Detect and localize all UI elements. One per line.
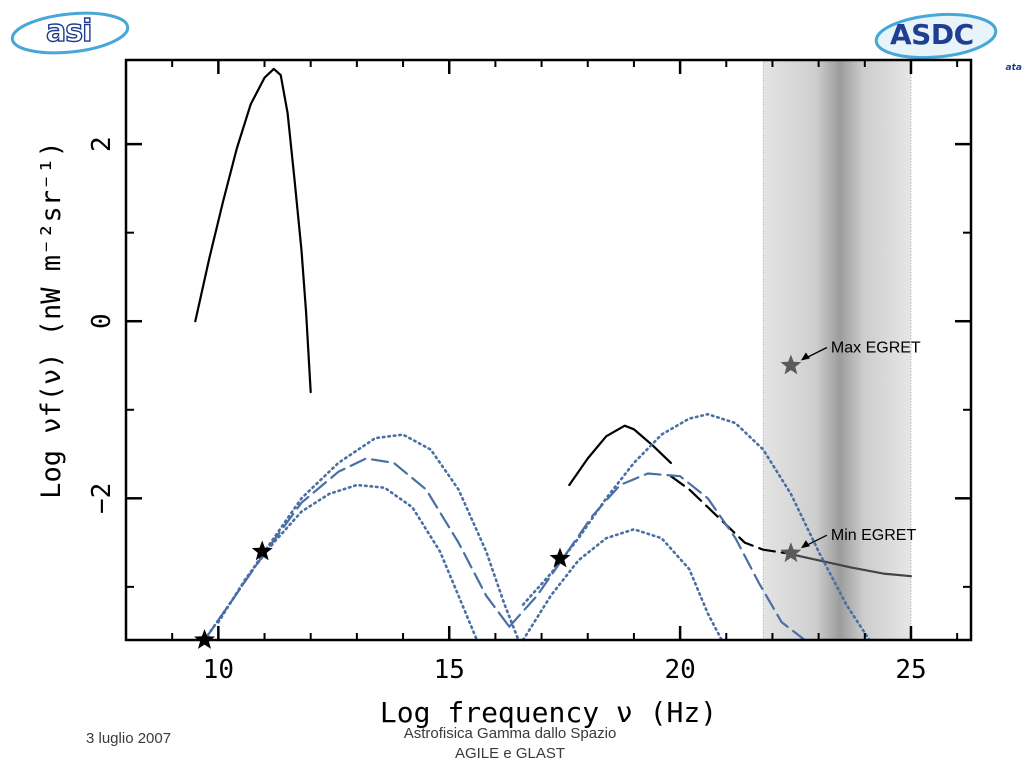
x-axis-label: Log frequency ν (Hz) bbox=[380, 696, 717, 729]
x-tick-label: 25 bbox=[895, 655, 926, 685]
footer-title-line-2: AGILE e GLAST bbox=[454, 745, 566, 762]
series-line-6 bbox=[217, 483, 479, 642]
series-line-8 bbox=[521, 412, 871, 642]
series-line-5 bbox=[203, 457, 511, 642]
x-tick-label: 15 bbox=[434, 655, 465, 685]
annotation-label-1: Min EGRET bbox=[831, 527, 917, 544]
x-tick-label: 10 bbox=[203, 655, 234, 685]
y-tick-label: −2 bbox=[87, 483, 117, 514]
star-marker-1 bbox=[251, 540, 273, 561]
series-line-4 bbox=[203, 433, 520, 642]
star-marker-2 bbox=[549, 547, 571, 568]
asdc-logo: ASDC bbox=[872, 4, 1000, 62]
star-marker-4 bbox=[780, 542, 802, 563]
series-line-9 bbox=[521, 527, 724, 642]
footer-title-line-1: Astrofisica Gamma dallo Spazio bbox=[403, 725, 617, 742]
y-axis-label: Log νf(ν) (nW m⁻²sr⁻¹) bbox=[36, 141, 67, 499]
series-line-1 bbox=[568, 424, 673, 487]
annotation-arrowhead-1 bbox=[800, 540, 810, 549]
star-marker-3 bbox=[780, 354, 802, 375]
footer-date: 3 luglio 2007 bbox=[86, 730, 172, 747]
x-tick-label: 20 bbox=[664, 655, 695, 685]
annotation-label-0: Max EGRET bbox=[831, 339, 921, 356]
asdc-logo-text: ASDC bbox=[890, 18, 974, 51]
annotation-arrowhead-0 bbox=[800, 352, 810, 361]
asdc-logo-subtext: ata bbox=[1005, 63, 1022, 73]
series-line-3 bbox=[785, 552, 913, 578]
asi-logo-text: asi bbox=[45, 13, 93, 49]
asi-logo: asi bbox=[8, 8, 133, 58]
y-tick-label: 2 bbox=[87, 136, 117, 152]
y-tick-label: 0 bbox=[87, 313, 117, 329]
footer-title: Astrofisica Gamma dallo Spazio AGILE e G… bbox=[340, 724, 680, 764]
plot-frame bbox=[124, 58, 973, 642]
series-line-0 bbox=[194, 67, 312, 394]
